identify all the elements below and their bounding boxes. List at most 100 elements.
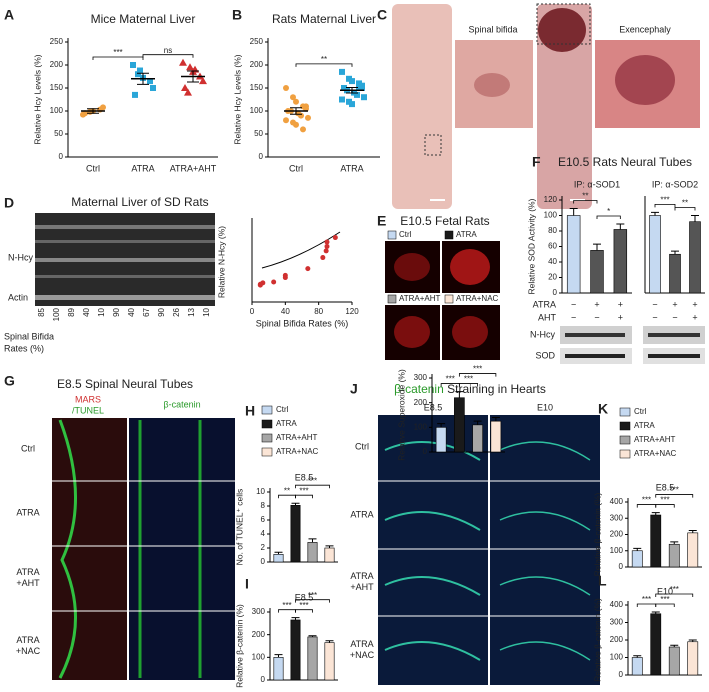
lane-rate: 90 bbox=[157, 307, 166, 316]
x-tick-label: 120 bbox=[345, 307, 359, 316]
data-point bbox=[100, 104, 106, 111]
y-axis-label: No. of TUNEL⁺ cells bbox=[234, 489, 244, 566]
y-tick-label: 150 bbox=[50, 83, 64, 92]
condition-sign: − bbox=[594, 312, 599, 322]
error-bar bbox=[651, 611, 660, 614]
error-bar bbox=[290, 107, 302, 115]
blot-label: Actin bbox=[8, 292, 28, 302]
chart-title: E8.5 bbox=[656, 482, 675, 492]
y-tick-label: 100 bbox=[544, 211, 558, 220]
y-axis-label: Relative β-catenin (%) bbox=[234, 604, 244, 688]
legend-label: ATRA+AHT bbox=[276, 433, 318, 442]
data-point bbox=[137, 67, 143, 74]
lane-rate: 90 bbox=[112, 307, 121, 316]
chart-title: E8.5 bbox=[295, 592, 314, 602]
significance-bracket bbox=[92, 56, 144, 60]
significance-bracket bbox=[295, 484, 330, 489]
legend-swatch bbox=[387, 294, 397, 304]
bar bbox=[631, 550, 643, 568]
bar bbox=[687, 532, 699, 568]
data-point bbox=[324, 239, 330, 245]
row-label: ATRA bbox=[16, 567, 39, 577]
significance-bracket bbox=[655, 593, 694, 597]
significance-bracket bbox=[278, 609, 296, 613]
legend-swatch bbox=[261, 405, 273, 415]
y-axis-label: Relative Superoxide (%) bbox=[396, 369, 406, 461]
y-tick-label: 0 bbox=[423, 447, 428, 456]
data-point bbox=[283, 85, 289, 91]
data-point bbox=[305, 266, 311, 272]
data-point bbox=[186, 63, 194, 71]
panel-letter: H bbox=[245, 403, 255, 419]
panel-letter: I bbox=[245, 576, 249, 592]
condition-name: AHT bbox=[538, 312, 557, 322]
error-bar bbox=[308, 635, 317, 637]
significance-label: *** bbox=[642, 496, 651, 505]
row-label: ATRA bbox=[16, 635, 39, 645]
condition-sign: + bbox=[692, 299, 697, 309]
data-point bbox=[305, 114, 311, 121]
error-bar bbox=[651, 512, 660, 515]
y-axis-label: Relative Hcy Levels (%) bbox=[232, 54, 242, 144]
data-point bbox=[184, 88, 192, 96]
x-tick-label: 80 bbox=[314, 307, 323, 316]
x-tick-label: 0 bbox=[250, 307, 255, 316]
y-tick-label: 300 bbox=[610, 513, 624, 522]
significance-label: *** bbox=[660, 196, 669, 205]
data-point bbox=[132, 91, 138, 98]
significance-label: *** bbox=[308, 591, 317, 600]
x-tick-label: ATRA bbox=[340, 163, 363, 173]
lane-rate: 40 bbox=[82, 307, 91, 316]
error-bar bbox=[325, 545, 334, 548]
bar bbox=[668, 646, 680, 676]
row-label: ATRA bbox=[350, 639, 373, 649]
y-tick-label: 200 bbox=[50, 60, 64, 69]
chart-title: IP: α-SOD1 bbox=[574, 179, 620, 189]
title-part: β-catenin bbox=[394, 382, 444, 396]
error-bar bbox=[308, 538, 317, 543]
y-tick-label: 0 bbox=[619, 562, 624, 571]
error-bar bbox=[473, 420, 482, 425]
y-tick-label: 400 bbox=[610, 600, 624, 609]
lane-rate: 67 bbox=[142, 307, 151, 316]
panel-title: β-catenin Straining in Hearts bbox=[394, 382, 546, 396]
data-point bbox=[283, 117, 289, 124]
data-point bbox=[349, 101, 355, 108]
bar bbox=[490, 420, 502, 453]
panel-title: Maternal Liver of SD Rats bbox=[71, 195, 208, 209]
y-axis-label: Relative Hcy Levels (%) bbox=[32, 54, 42, 144]
y-tick-label: 100 bbox=[610, 546, 624, 555]
data-point bbox=[339, 68, 345, 75]
bar bbox=[290, 619, 301, 681]
panel-title: E10.5 Fetal Rats bbox=[400, 214, 489, 228]
error-bar bbox=[187, 70, 199, 83]
data-point bbox=[293, 121, 299, 128]
error-bar bbox=[325, 640, 334, 643]
chart-title: E8.5 bbox=[295, 472, 314, 482]
y-tick-label: 0 bbox=[261, 557, 266, 566]
bar bbox=[668, 543, 680, 568]
significance-label: *** bbox=[282, 601, 291, 610]
panel-letter: G bbox=[4, 373, 15, 389]
legend-swatch bbox=[261, 433, 273, 443]
y-tick-label: 250 bbox=[50, 37, 64, 46]
row-label: +AHT bbox=[350, 582, 374, 592]
y-tick-label: 100 bbox=[610, 653, 624, 662]
chart-title: Rats Maternal Liver bbox=[272, 12, 376, 26]
data-point bbox=[282, 275, 288, 281]
legend-label: Ctrl bbox=[276, 405, 289, 414]
legend-label: ATRA+NAC bbox=[276, 447, 319, 456]
y-tick-label: 50 bbox=[254, 129, 263, 138]
y-tick-label: 0 bbox=[619, 670, 624, 679]
bar bbox=[650, 613, 662, 676]
y-axis-label: Relative SOD Activity (%) bbox=[526, 198, 536, 294]
significance-label: *** bbox=[670, 585, 679, 594]
error-bar bbox=[688, 529, 697, 533]
y-tick-label: 150 bbox=[250, 83, 264, 92]
blot-label: SOD bbox=[535, 350, 555, 360]
data-point bbox=[324, 243, 330, 249]
y-tick-label: 50 bbox=[54, 129, 63, 138]
y-tick-label: 0 bbox=[553, 288, 558, 297]
bar bbox=[324, 642, 335, 681]
channel-label: /TUNEL bbox=[72, 405, 104, 415]
